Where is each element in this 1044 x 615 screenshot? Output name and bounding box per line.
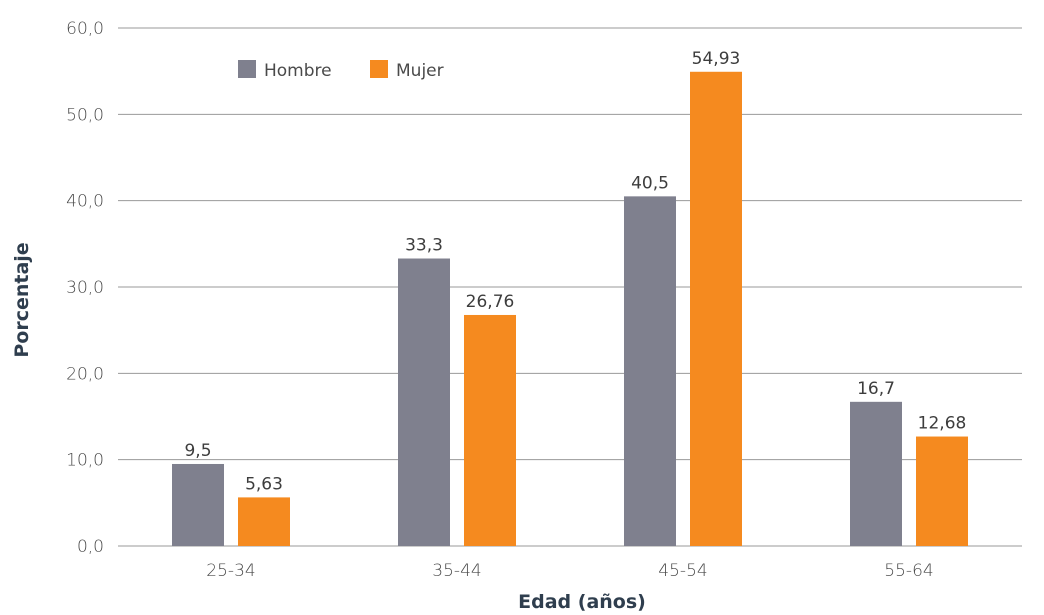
data-label-mujer-45-54: 54,93 (692, 49, 741, 69)
data-label-mujer-35-44: 26,76 (466, 292, 515, 312)
legend-swatch-mujer (370, 60, 388, 78)
y-tick-label: 20,0 (66, 364, 104, 384)
bar-mujer-45-54 (690, 71, 742, 547)
y-tick-label: 60,0 (66, 19, 104, 39)
data-label-mujer-25-34: 5,63 (245, 474, 283, 494)
x-tick-label: 25-34 (206, 561, 255, 581)
x-tick-label: 55-64 (884, 561, 933, 581)
legend-label-hombre: Hombre (264, 61, 332, 81)
y-tick-label: 50,0 (66, 105, 104, 125)
y-axis-title: Porcentaje (11, 242, 33, 357)
y-tick-label: 0,0 (77, 537, 104, 557)
bar-hombre-35-44 (398, 258, 450, 546)
legend-swatch-hombre (238, 60, 256, 78)
data-label-hombre-35-44: 33,3 (405, 236, 443, 256)
y-axis-ticks: 0,0 10,0 20,0 30,0 40,0 50,0 60,0 (66, 19, 104, 557)
x-axis-title: Edad (años) (518, 591, 646, 613)
y-tick-label: 10,0 (66, 451, 104, 471)
y-tick-label: 30,0 (66, 278, 104, 298)
gridlines (118, 27, 1022, 547)
legend: Hombre Mujer (238, 60, 444, 81)
data-label-hombre-25-34: 9,5 (184, 441, 211, 461)
bar-mujer-35-44 (464, 314, 516, 546)
data-label-hombre-55-64: 16,7 (857, 379, 895, 399)
bar-hombre-25-34 (172, 463, 224, 546)
bar-mujer-25-34 (238, 497, 290, 546)
x-tick-label: 45-54 (658, 561, 707, 581)
legend-label-mujer: Mujer (396, 61, 444, 81)
bar-mujer-55-64 (916, 436, 968, 546)
x-axis-ticks: 25-34 35-44 45-54 55-64 (206, 561, 933, 581)
bar-hombre-55-64 (850, 401, 902, 546)
y-tick-label: 40,0 (66, 192, 104, 212)
bar-hombre-45-54 (624, 196, 676, 546)
x-tick-label: 35-44 (432, 561, 481, 581)
data-label-hombre-45-54: 40,5 (631, 173, 669, 193)
data-label-mujer-55-64: 12,68 (918, 414, 967, 434)
bars: 9,5 5,63 33,3 26,76 40,5 54,93 16,7 12,68 (172, 49, 968, 547)
